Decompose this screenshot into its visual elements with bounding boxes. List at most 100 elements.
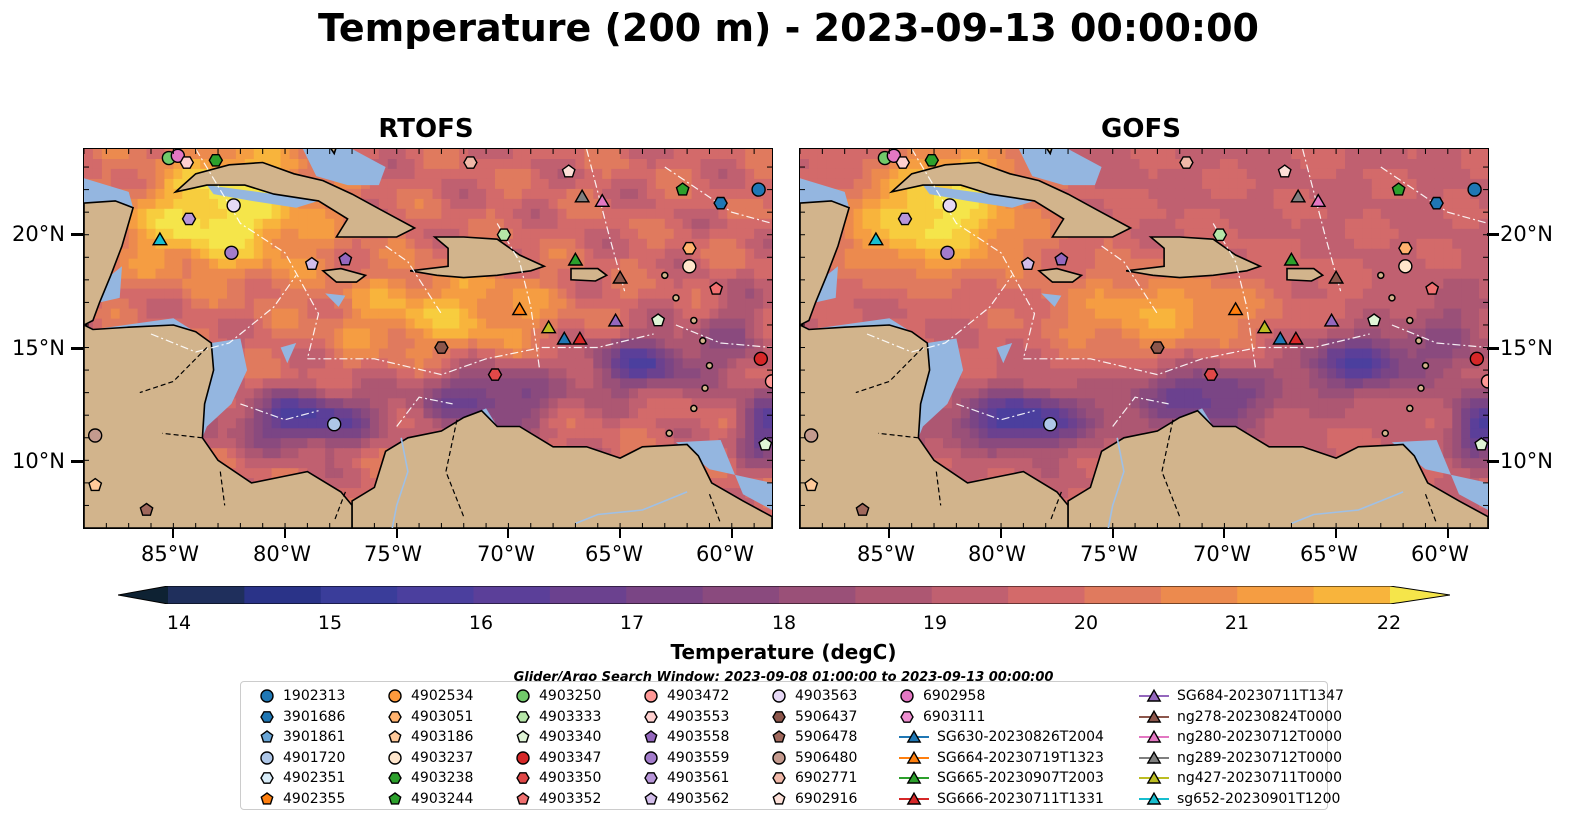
legend-item: 4903472 bbox=[643, 686, 729, 706]
marker-4903352 bbox=[1425, 281, 1440, 295]
island bbox=[1406, 404, 1414, 413]
lon-label: 75°W bbox=[364, 542, 422, 566]
marker-4903340 bbox=[1474, 437, 1488, 451]
eez-boundary bbox=[1112, 396, 1169, 427]
puerto-rico-land bbox=[1286, 267, 1325, 282]
legend-item: 4903558 bbox=[643, 727, 729, 747]
legend-label: 4903562 bbox=[667, 790, 730, 807]
marker-ng280-20230712T0000 bbox=[594, 193, 611, 207]
eez-boundary bbox=[911, 149, 1036, 359]
legend-item: 5906437 bbox=[771, 707, 857, 727]
marker-6902916 bbox=[1277, 164, 1292, 178]
lat-label: 15°N bbox=[1500, 336, 1553, 360]
lon-label: 80°W bbox=[253, 542, 311, 566]
legend-item: 4903563 bbox=[771, 686, 857, 706]
marker-SG630-20230826T2004 bbox=[1272, 330, 1289, 345]
lon-tick bbox=[172, 528, 175, 538]
marker-4903333 bbox=[1212, 228, 1228, 242]
legend-marker-icon bbox=[772, 710, 786, 723]
marker-4903238 bbox=[208, 153, 224, 167]
legend-item: 4902534 bbox=[387, 686, 473, 706]
legend-marker-icon bbox=[388, 710, 402, 723]
marker-4903237 bbox=[1398, 259, 1413, 274]
legend-item: 6902771 bbox=[771, 768, 857, 788]
legend-marker-icon bbox=[388, 689, 402, 703]
lat-label: 20°N bbox=[12, 222, 65, 246]
bahamas-andros-land bbox=[330, 149, 337, 156]
lat-tick bbox=[71, 233, 83, 236]
bahamas-bank-shelf bbox=[302, 149, 386, 186]
colorbar-label: Temperature (degC) bbox=[670, 640, 897, 664]
eez-boundary bbox=[1023, 333, 1370, 376]
marker-ng278-20230824T0000 bbox=[1328, 269, 1345, 284]
island bbox=[1388, 294, 1396, 302]
legend-item: ng280-20230712T0000 bbox=[1139, 727, 1342, 747]
marker-4903563 bbox=[942, 198, 957, 213]
cuba-land bbox=[172, 161, 417, 238]
mosquito-bank-shelf bbox=[280, 343, 297, 364]
marker-4901720 bbox=[1042, 417, 1058, 432]
marker-4903559 bbox=[224, 245, 239, 260]
island bbox=[672, 294, 680, 302]
legend-label: 5906437 bbox=[795, 708, 858, 725]
legend-item: 3901861 bbox=[259, 727, 345, 747]
marker-6902771 bbox=[463, 156, 478, 169]
legend-marker-icon bbox=[644, 689, 658, 703]
colorbar-segment bbox=[320, 586, 398, 604]
marker-3901686 bbox=[713, 196, 728, 210]
legend-marker-icon bbox=[772, 750, 786, 765]
marker-4903561 bbox=[181, 212, 197, 226]
island bbox=[1417, 384, 1425, 392]
lon-label: 85°W bbox=[857, 542, 915, 566]
orinoco-river bbox=[575, 491, 688, 525]
legend-marker-icon bbox=[1139, 770, 1169, 784]
marker-ng280-20230712T0000 bbox=[1310, 193, 1327, 207]
island bbox=[699, 337, 707, 345]
figure-title: Temperature (200 m) - 2023-09-13 00:00:0… bbox=[317, 6, 1259, 50]
colorbar-segment bbox=[855, 586, 933, 604]
jamaica-land bbox=[1037, 267, 1084, 283]
island bbox=[701, 384, 709, 392]
marker-ng427-20230711T0000 bbox=[540, 319, 557, 334]
colorbar-segment bbox=[779, 586, 856, 604]
legend-label: SG630-20230826T2004 bbox=[937, 729, 1104, 745]
legend-item: 4903244 bbox=[387, 789, 473, 809]
honduras-shelf-shelf bbox=[808, 318, 926, 341]
eez-boundary bbox=[307, 333, 654, 376]
legend-item: SG630-20230826T2004 bbox=[899, 727, 1104, 747]
legend-item: 4902355 bbox=[259, 789, 345, 809]
colorbar-tick: 21 bbox=[1224, 612, 1250, 634]
legend-marker-icon bbox=[516, 710, 530, 723]
legend-label: ng289-20230712T0000 bbox=[1177, 749, 1342, 766]
legend-marker-icon bbox=[900, 689, 914, 703]
legend-label: 4903250 bbox=[539, 688, 602, 704]
jamaica-land bbox=[321, 267, 368, 283]
gofs-map-canvas bbox=[800, 149, 1488, 528]
legend-label: 4903350 bbox=[539, 770, 602, 786]
lon-tick bbox=[619, 528, 622, 538]
marker-3901686 bbox=[1429, 196, 1444, 210]
marker-4903237 bbox=[682, 259, 697, 274]
lat-label: 10°N bbox=[1500, 449, 1553, 473]
marker-SG665-20230907T2003 bbox=[567, 251, 584, 266]
colorbar-segment bbox=[549, 586, 627, 604]
legend-marker-icon bbox=[516, 772, 530, 784]
colorbar-tick: 15 bbox=[317, 612, 343, 634]
yucatan-land bbox=[84, 200, 135, 326]
yucatan-land bbox=[800, 200, 851, 326]
marker-4903350 bbox=[487, 368, 503, 381]
legend-label: 4903237 bbox=[411, 749, 474, 766]
legend-marker-icon bbox=[1139, 750, 1169, 764]
legend-marker-icon bbox=[1139, 729, 1169, 743]
legend-marker-icon bbox=[899, 729, 929, 743]
legend-item: sg652-20230901T1200 bbox=[1139, 789, 1340, 809]
legend-marker-icon bbox=[1139, 791, 1169, 805]
marker-4903333 bbox=[496, 228, 512, 242]
lon-tick bbox=[1111, 528, 1114, 538]
marker-4903553 bbox=[895, 156, 911, 169]
marker-SG665-20230907T2003 bbox=[1283, 251, 1300, 266]
lon-label: 70°W bbox=[1193, 542, 1251, 566]
legend-item: 4903352 bbox=[515, 789, 601, 809]
eez-boundary bbox=[385, 245, 442, 315]
lon-tick bbox=[888, 528, 891, 538]
